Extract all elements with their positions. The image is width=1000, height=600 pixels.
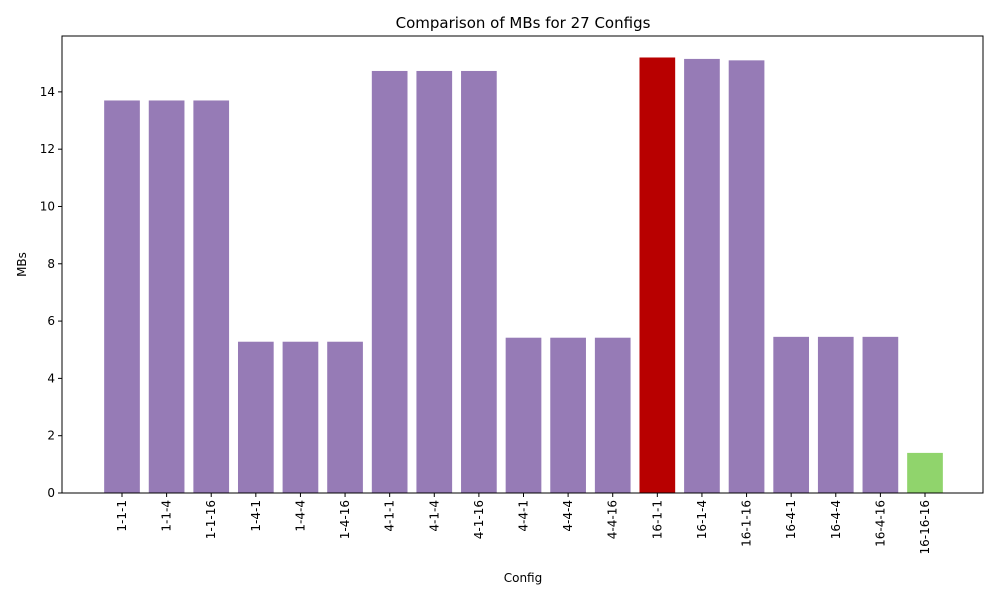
y-tick-label: 0 (47, 486, 55, 500)
bars-group (104, 57, 943, 494)
y-tick-label: 12 (40, 142, 55, 156)
plot-area-frame (61, 35, 984, 494)
bar-1-4-4 (282, 341, 319, 493)
y-axis: 0 2 4 6 8 10 12 14 (40, 85, 62, 500)
y-axis-label: MBs (15, 252, 29, 277)
x-tick-label: 1-1-4 (160, 500, 174, 532)
chart-title: Comparison of MBs for 27 Configs (396, 14, 651, 32)
y-tick-label: 6 (47, 314, 55, 328)
bar-16-4-4 (817, 336, 854, 493)
x-tick-label: 1-1-1 (115, 500, 129, 532)
y-tick-label: 10 (40, 199, 55, 213)
x-tick-label: 1-4-4 (293, 500, 307, 532)
x-tick-label: 16-1-1 (650, 500, 664, 539)
bar-16-1-1 (639, 57, 676, 494)
bar-1-1-4 (148, 100, 185, 493)
bar-1-4-16 (327, 341, 363, 493)
x-tick-label: 4-4-1 (517, 500, 531, 532)
x-tick-label: 4-1-4 (427, 500, 441, 532)
y-tick-label: 2 (47, 429, 55, 443)
bar-16-16-16 (907, 452, 943, 493)
x-tick-label: 16-16-16 (918, 500, 932, 554)
x-tick-label: 16-4-4 (829, 500, 843, 539)
x-tick-label: 16-1-4 (695, 500, 709, 539)
bar-4-4-16 (594, 337, 631, 493)
y-tick-label: 8 (47, 257, 55, 271)
x-tick-label: 1-4-1 (249, 500, 263, 532)
bar-16-4-16 (862, 336, 899, 493)
bar-1-4-1 (237, 341, 274, 493)
y-tick-label: 14 (40, 85, 55, 99)
bar-4-4-4 (550, 337, 586, 493)
x-tick-label: 1-1-16 (204, 500, 218, 539)
bar-16-1-4 (684, 58, 720, 494)
x-tick-label: 4-1-1 (383, 500, 397, 532)
x-axis-label: Config (504, 571, 543, 585)
x-tick-label: 1-4-16 (338, 500, 352, 539)
bar-1-1-16 (193, 100, 230, 493)
x-tick-label: 4-4-16 (606, 500, 620, 539)
x-tick-label: 4-4-4 (561, 500, 575, 532)
bar-4-4-1 (505, 337, 542, 493)
bar-16-4-1 (773, 336, 810, 493)
bar-16-1-16 (728, 60, 765, 493)
bar-4-1-4 (416, 70, 453, 494)
x-tick-label: 16-4-1 (784, 500, 798, 539)
bar-1-1-1 (104, 100, 140, 493)
x-axis: 1-1-1 1-1-4 1-1-16 1-4-1 1-4-4 1-4-16 4-1-1 4-1… (115, 493, 932, 554)
y-tick-label: 4 (47, 371, 55, 385)
x-tick-label: 4-1-16 (472, 500, 486, 539)
x-tick-label: 16-1-16 (740, 500, 754, 547)
x-tick-label: 16-4-16 (873, 500, 887, 547)
bar-4-1-16 (461, 70, 497, 494)
bar-4-1-1 (371, 70, 408, 494)
